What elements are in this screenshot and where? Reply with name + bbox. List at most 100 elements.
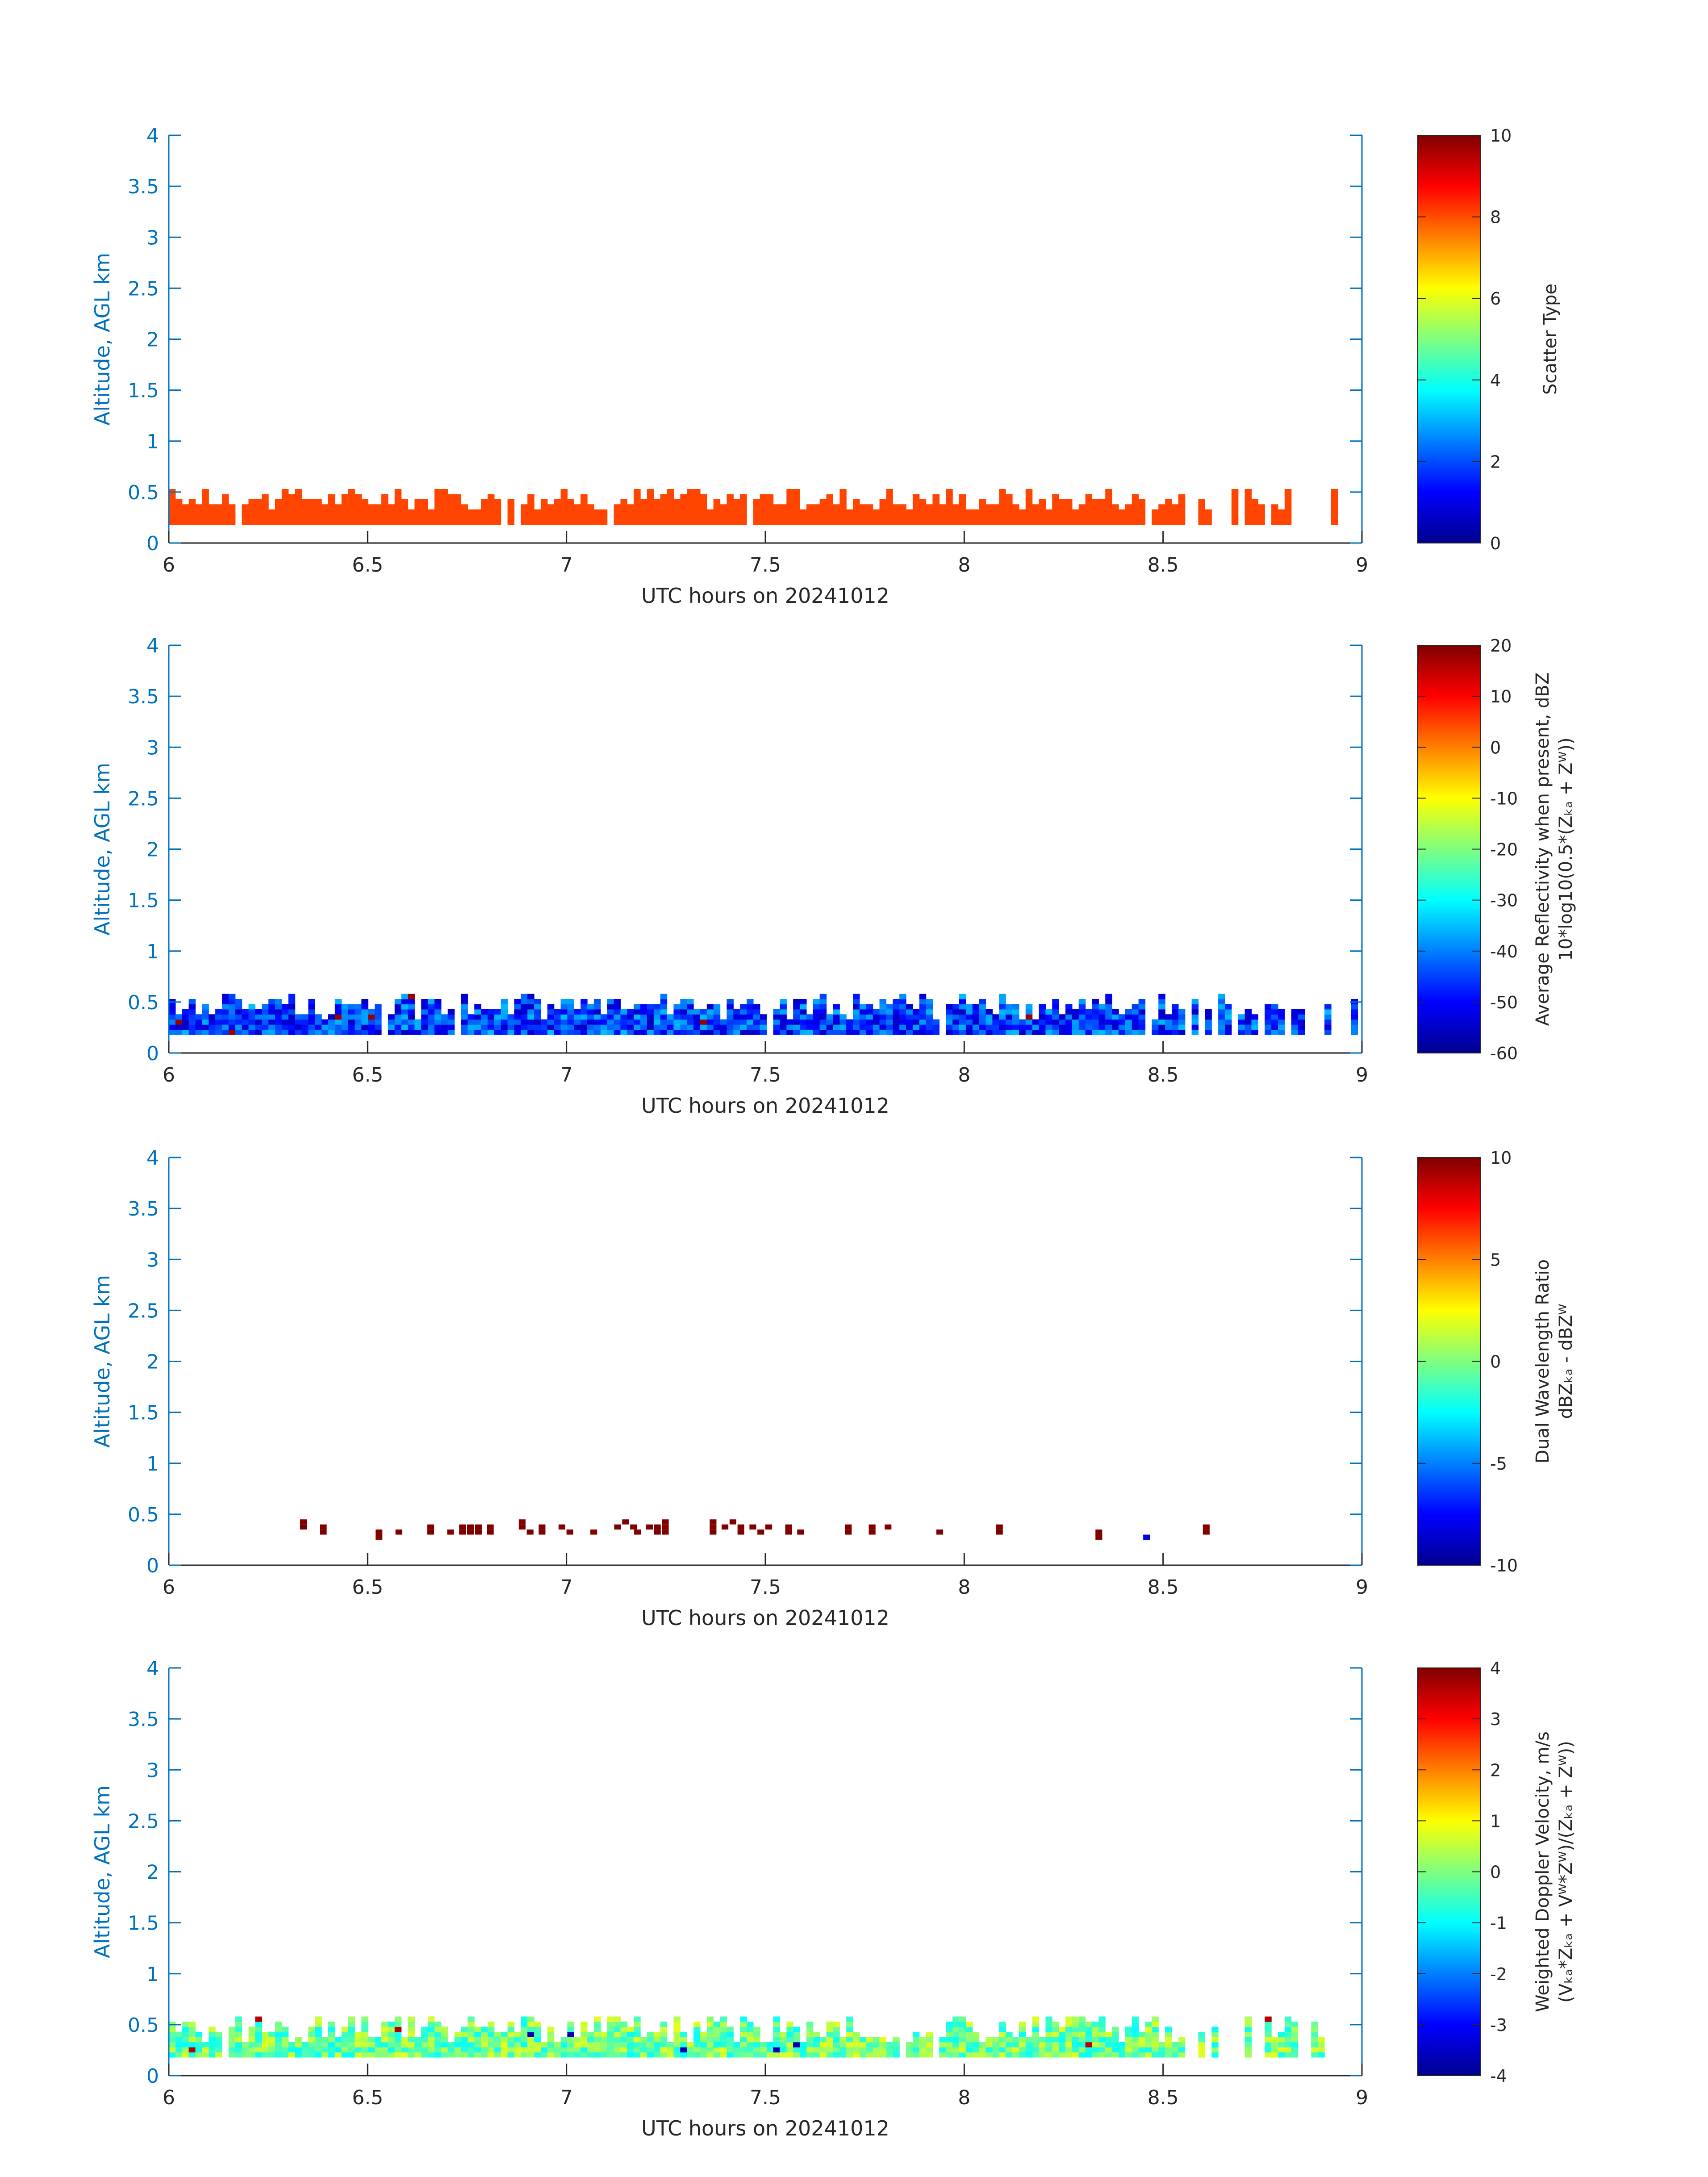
- data-cell: [567, 1009, 574, 1015]
- data-cell: [587, 509, 594, 515]
- data-cell: [979, 1019, 986, 1025]
- data-cell: [620, 1009, 627, 1015]
- data-cell: [634, 2052, 641, 2058]
- data-cell: [188, 504, 196, 510]
- data-cell: [760, 519, 767, 525]
- data-cell: [348, 2027, 355, 2032]
- data-cell: [288, 994, 296, 999]
- data-cell: [727, 1029, 734, 1035]
- data-cell: [221, 994, 229, 999]
- data-cell: [195, 2037, 202, 2043]
- data-cell: [939, 2047, 946, 2053]
- data-cell: [693, 2031, 701, 2037]
- data-cell: [215, 504, 222, 510]
- data-cell: [228, 1009, 236, 1015]
- data-cell: [753, 499, 760, 505]
- data-cell: [1092, 1024, 1099, 1030]
- data-cell: [786, 2031, 793, 2037]
- data-cell: [255, 2022, 262, 2027]
- data-cell: [375, 519, 382, 525]
- data-cell: [401, 1019, 409, 1025]
- data-cell: [414, 1029, 422, 1035]
- data-cell: [1351, 1004, 1358, 1010]
- data-cell: [1251, 1019, 1258, 1025]
- data-cell: [209, 2047, 216, 2053]
- data-cell: [355, 494, 362, 500]
- data-cell: [1025, 2052, 1033, 2058]
- data-cell: [1291, 1029, 1299, 1035]
- data-cell: [932, 504, 940, 510]
- data-cell: [919, 994, 927, 999]
- data-cell: [1251, 514, 1258, 520]
- data-cell: [474, 1019, 481, 1025]
- data-cell: [826, 1024, 834, 1030]
- data-cell: [1171, 504, 1179, 510]
- data-cell: [706, 2016, 714, 2022]
- data-cell: [514, 1014, 521, 1020]
- data-cell: [800, 2052, 807, 2058]
- data-cell: [1019, 1029, 1026, 1035]
- data-cell: [693, 489, 701, 495]
- colorbar-tick-label: -40: [1490, 942, 1518, 961]
- data-cell: [1251, 504, 1258, 510]
- data-cell: [441, 1024, 448, 1030]
- data-cell: [328, 504, 335, 510]
- data-cell: [727, 509, 734, 515]
- data-cell: [301, 1029, 309, 1035]
- axes: 00.511.522.533.546 6.5 7 7.5 8 8.5 9: [128, 1657, 1368, 2109]
- data-cell: [972, 1024, 980, 1030]
- data-cell: [886, 1024, 893, 1030]
- data-cell: [268, 1009, 276, 1015]
- data-cell: [322, 2037, 329, 2043]
- data-cell: [680, 2037, 687, 2043]
- data-cell: [706, 2031, 714, 2037]
- y-tick-label: 2.5: [128, 787, 159, 810]
- data-cell: [1203, 1529, 1210, 1535]
- colorbar-tick-label: 0: [1490, 738, 1501, 757]
- data-cell: [885, 1524, 892, 1530]
- data-cell: [1025, 1009, 1033, 1015]
- data-cell: [760, 494, 767, 500]
- data-cell: [182, 1024, 189, 1030]
- data-cell: [1098, 2027, 1106, 2032]
- data-cell: [972, 2031, 980, 2037]
- data-cell: [481, 509, 488, 515]
- data-cell: [786, 1029, 793, 1035]
- data-cell: [1006, 514, 1013, 520]
- data-cell: [1278, 1029, 1285, 1035]
- x-tick-label: 6: [163, 2086, 175, 2109]
- data-cell: [727, 519, 734, 525]
- data-cell: [1078, 519, 1086, 525]
- data-cell: [521, 1014, 528, 1020]
- data-cell: [926, 1019, 933, 1025]
- data-cell: [580, 2031, 588, 2037]
- data-cell: [1012, 509, 1019, 515]
- data-cell: [999, 494, 1006, 500]
- data-cell: [693, 509, 701, 515]
- data-cell: [540, 2042, 548, 2047]
- data-cell: [375, 514, 382, 520]
- data-cell: [673, 1019, 681, 1025]
- data-cell: [1138, 2042, 1146, 2047]
- data-cell: [1059, 2037, 1066, 2043]
- data-cell: [1006, 519, 1013, 525]
- data-cell: [786, 499, 793, 505]
- data-cell: [394, 1019, 402, 1025]
- data-cell: [554, 1029, 561, 1035]
- data-cell: [527, 999, 535, 1005]
- data-cell: [381, 499, 388, 505]
- data-cell: [660, 514, 668, 520]
- data-cell: [355, 1014, 362, 1020]
- data-cell: [786, 2027, 793, 2032]
- data-cell: [454, 494, 462, 500]
- data-cell: [1171, 2047, 1179, 2053]
- data-cell: [255, 2027, 262, 2032]
- data-cell: [574, 1024, 581, 1030]
- data-cell: [295, 494, 302, 500]
- data-cell: [408, 2047, 415, 2053]
- data-cell: [793, 504, 800, 510]
- data-cell: [1265, 1024, 1272, 1030]
- data-cell: [1278, 2052, 1285, 2058]
- data-cell: [1132, 2027, 1139, 2032]
- data-cell: [680, 494, 687, 500]
